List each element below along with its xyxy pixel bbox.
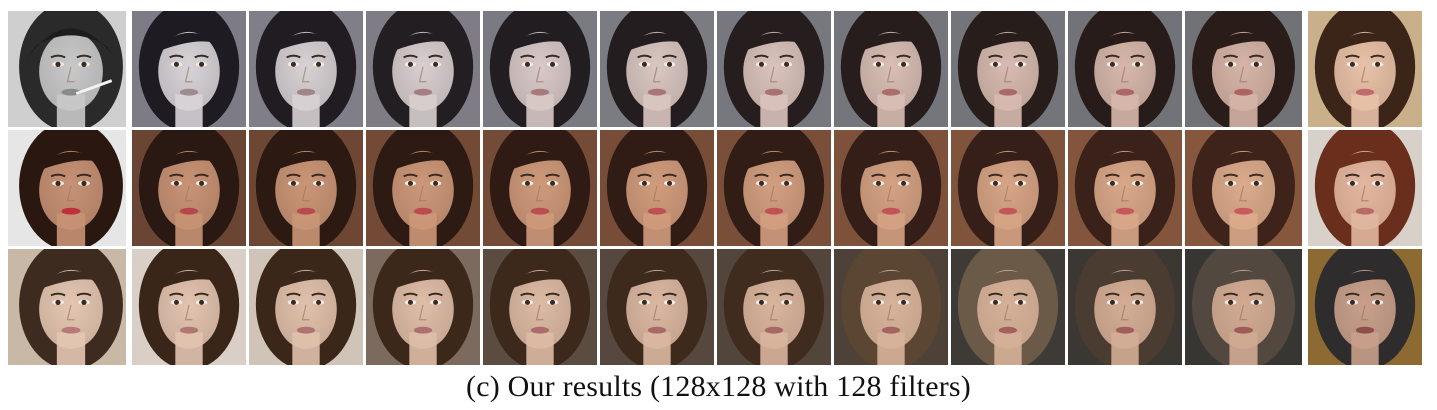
interpolated-face-image: [249, 249, 363, 365]
interpolated-face-image: [717, 11, 831, 127]
interpolated-face-image: [834, 130, 948, 246]
face-row: [8, 249, 1422, 365]
interpolated-face-image: [132, 249, 246, 365]
interpolated-face-image: [483, 11, 597, 127]
source-face-image: [8, 11, 126, 127]
interpolated-face-image: [834, 249, 948, 365]
interpolated-face-image: [366, 11, 480, 127]
target-face-image: [1308, 11, 1422, 127]
target-face-image: [1308, 249, 1422, 365]
interpolated-face-image: [366, 249, 480, 365]
interpolated-face-image: [1185, 11, 1302, 127]
face-row: [8, 11, 1422, 127]
interpolated-face-image: [834, 11, 948, 127]
face-row: [8, 130, 1422, 246]
interpolated-face-image: [1185, 249, 1302, 365]
interpolated-face-image: [483, 249, 597, 365]
interpolated-face-image: [249, 11, 363, 127]
interpolated-face-image: [1068, 249, 1182, 365]
interpolated-face-image: [1185, 130, 1302, 246]
interpolated-face-image: [249, 130, 363, 246]
interpolated-face-image: [132, 11, 246, 127]
interpolated-face-image: [1068, 11, 1182, 127]
interpolated-face-image: [600, 249, 714, 365]
interpolated-face-image: [600, 11, 714, 127]
source-face-image: [8, 130, 126, 246]
interpolated-face-image: [483, 130, 597, 246]
interpolated-face-image: [717, 130, 831, 246]
interpolated-face-image: [1068, 130, 1182, 246]
interpolated-face-image: [366, 130, 480, 246]
interpolated-face-image: [951, 249, 1065, 365]
face-grid: [8, 11, 1422, 365]
interpolated-face-image: [132, 130, 246, 246]
interpolated-face-image: [951, 130, 1065, 246]
source-face-image: [8, 249, 126, 365]
figure-caption: (c) Our results (128x128 with 128 filter…: [466, 370, 971, 403]
interpolated-face-image: [951, 11, 1065, 127]
interpolated-face-image: [600, 130, 714, 246]
target-face-image: [1308, 130, 1422, 246]
interpolated-face-image: [717, 249, 831, 365]
